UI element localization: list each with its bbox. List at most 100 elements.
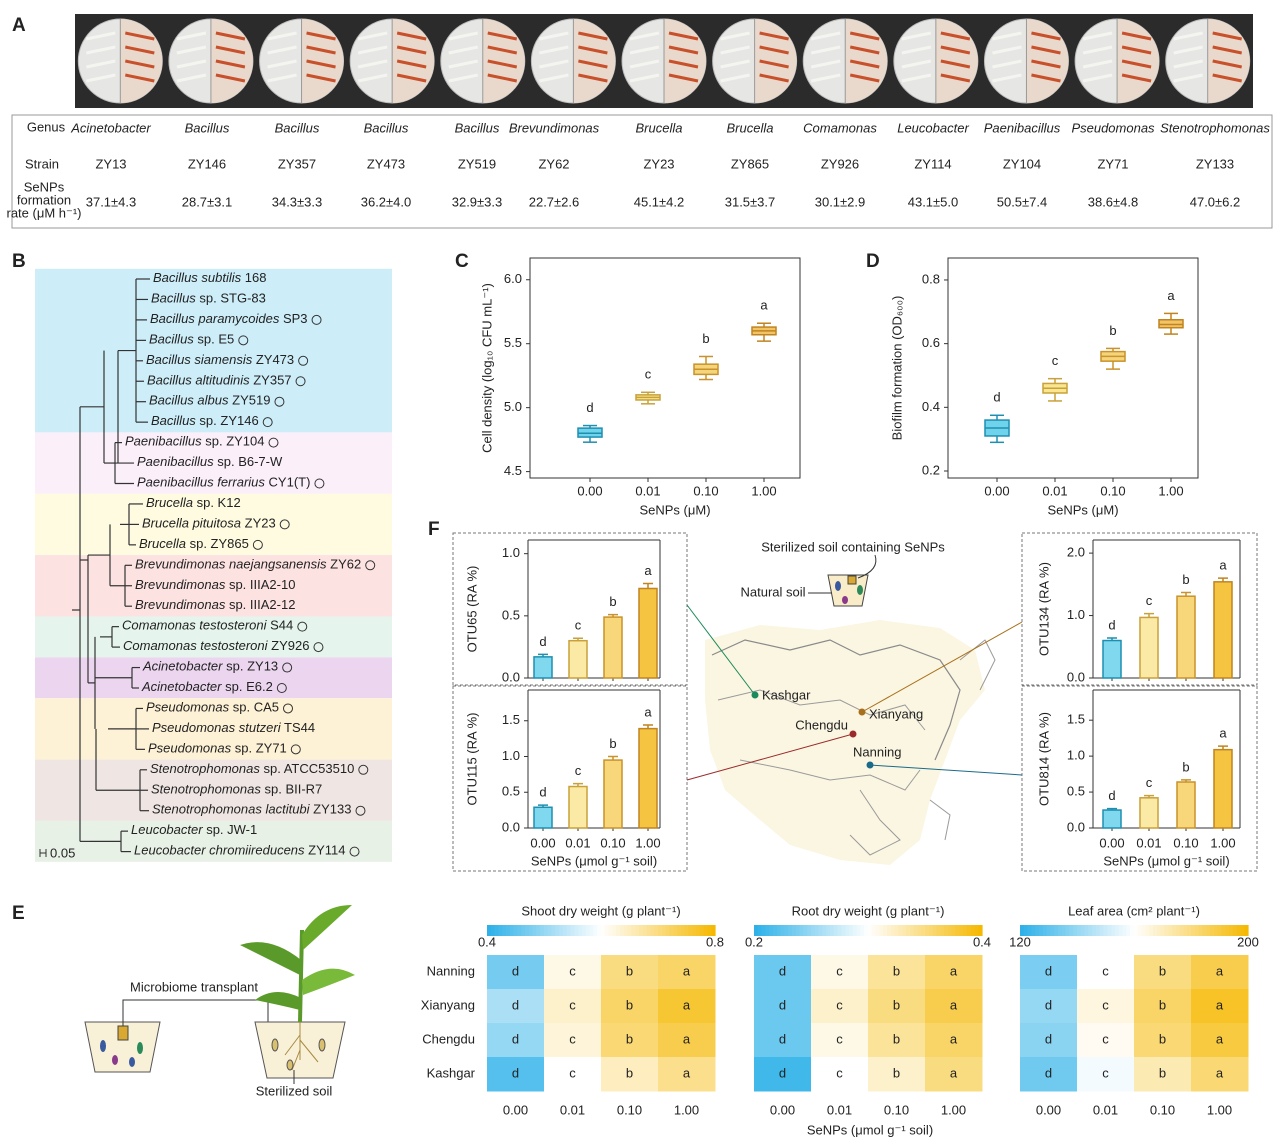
cell-label: a — [683, 1065, 691, 1080]
y-tick-label: 0.5 — [1067, 784, 1085, 799]
streak — [125, 31, 155, 41]
error-bar — [608, 613, 618, 618]
streak — [86, 45, 116, 55]
colorbar-segment — [673, 925, 678, 936]
streak — [176, 45, 207, 55]
streak — [1031, 59, 1061, 69]
significance-letter: d — [1108, 617, 1115, 632]
error-bar — [573, 637, 583, 641]
streak — [1031, 73, 1061, 83]
heatmap-cell — [811, 955, 869, 990]
streak — [396, 73, 427, 83]
streak — [176, 59, 207, 69]
colorbar-segment — [540, 925, 545, 936]
error-bar — [1144, 794, 1154, 798]
significance-letter: c — [575, 763, 582, 778]
cell-label: a — [950, 963, 958, 978]
x-tick-label: 0.10 — [1100, 483, 1125, 498]
taxon-label: Bacillus sp. E5 — [149, 332, 234, 347]
streak — [720, 45, 750, 55]
colorbar-segment — [1111, 925, 1116, 936]
y-tick-label: 0.4 — [922, 399, 940, 414]
streak — [759, 31, 789, 41]
colorbar-segment — [635, 925, 640, 936]
bar — [1213, 748, 1233, 829]
strain: ZY71 — [1097, 156, 1128, 171]
colorbar-segment — [1118, 925, 1124, 936]
bar — [603, 759, 623, 829]
strain-marker — [274, 396, 285, 407]
cell-label: c — [569, 1065, 576, 1080]
colorbar-segment — [1145, 925, 1150, 936]
row-header: formation — [17, 192, 71, 207]
colorbar-segment — [902, 925, 907, 936]
taxon-strain: sp. JW-1 — [206, 823, 257, 838]
colorbar-segment — [1115, 925, 1120, 936]
taxon-italic: Brevundimonas — [135, 577, 226, 592]
heatmap-cell — [601, 1057, 659, 1092]
colorbar-segment — [909, 925, 915, 936]
strain-marker — [282, 662, 293, 673]
cell-label: c — [836, 963, 843, 978]
x-tick-label: 0.10 — [693, 483, 718, 498]
streak — [1031, 31, 1061, 41]
colorbar-segment — [841, 925, 846, 936]
colorbar-segment — [627, 925, 632, 936]
streak — [487, 73, 518, 83]
significance-letter: d — [539, 785, 546, 800]
genus: Brucella — [636, 120, 683, 135]
clade-band — [35, 432, 392, 494]
colorbar-segment — [887, 925, 892, 936]
colorbar-segment — [864, 925, 869, 936]
significance-letter: a — [760, 298, 768, 313]
strain: ZY62 — [538, 156, 569, 171]
colorbar-segment — [1084, 925, 1089, 936]
taxon-italic: Stenotrophomonas — [150, 761, 260, 776]
colorbar-segment — [490, 925, 496, 936]
y-tick-label: 1.0 — [502, 545, 520, 560]
taxon-italic: Brevundimonas naejangsanensis — [135, 557, 327, 572]
streak — [357, 45, 388, 55]
significance-letter: c — [1146, 775, 1153, 790]
colorbar-segment — [1198, 925, 1203, 936]
taxon-strain: sp. IIIA2-12 — [229, 598, 295, 613]
taxon-italic: Bacillus siamensis — [146, 352, 253, 367]
streak — [448, 59, 479, 69]
taxon-label: Pseudomonas sp. ZY71 — [148, 741, 287, 756]
taxon-strain: ZY62 — [330, 557, 361, 572]
strain-marker — [349, 846, 360, 857]
colorbar-segment — [1141, 925, 1146, 936]
streak — [578, 73, 608, 83]
taxon-label: Brevundimonas naejangsanensis ZY62 — [135, 557, 361, 572]
colorbar-segment — [803, 925, 808, 936]
cell-label: c — [569, 997, 576, 1012]
streak — [940, 45, 971, 55]
taxon-label: Comamonas testosteroni S44 — [122, 618, 293, 633]
error-bar — [643, 582, 653, 589]
colorbar-segment — [837, 925, 842, 936]
colorbar-segment — [1202, 925, 1207, 936]
colorbar-segment — [707, 925, 712, 936]
taxon-strain: sp. BII-R7 — [264, 782, 322, 797]
taxon-strain: sp. ZY146 — [199, 414, 258, 429]
bar — [533, 806, 553, 829]
colorbar-segment — [494, 925, 499, 936]
city-label: Xianyang — [869, 706, 923, 721]
cell-label: b — [626, 1065, 633, 1080]
y-tick-label: 6.0 — [504, 271, 522, 286]
colorbar-segment — [1232, 925, 1238, 936]
taxon-strain: sp. ZY104 — [205, 434, 264, 449]
column-label: 0.10 — [1150, 1102, 1175, 1117]
bar — [1213, 581, 1233, 679]
panel-label: B — [12, 251, 26, 272]
heatmap-cell — [487, 989, 545, 1024]
colorbar-segment — [604, 925, 610, 936]
taxon-italic: Brevundimonas — [135, 598, 226, 613]
colorbar-tick-label: 120 — [1009, 934, 1031, 949]
cell-label: b — [626, 963, 633, 978]
taxon-strain: ZY473 — [256, 352, 294, 367]
heatmap-cell — [868, 955, 926, 990]
strain-marker — [295, 376, 306, 387]
colorbar-segment — [1221, 925, 1226, 936]
taxon-italic: Comamonas testosteroni — [122, 618, 268, 633]
